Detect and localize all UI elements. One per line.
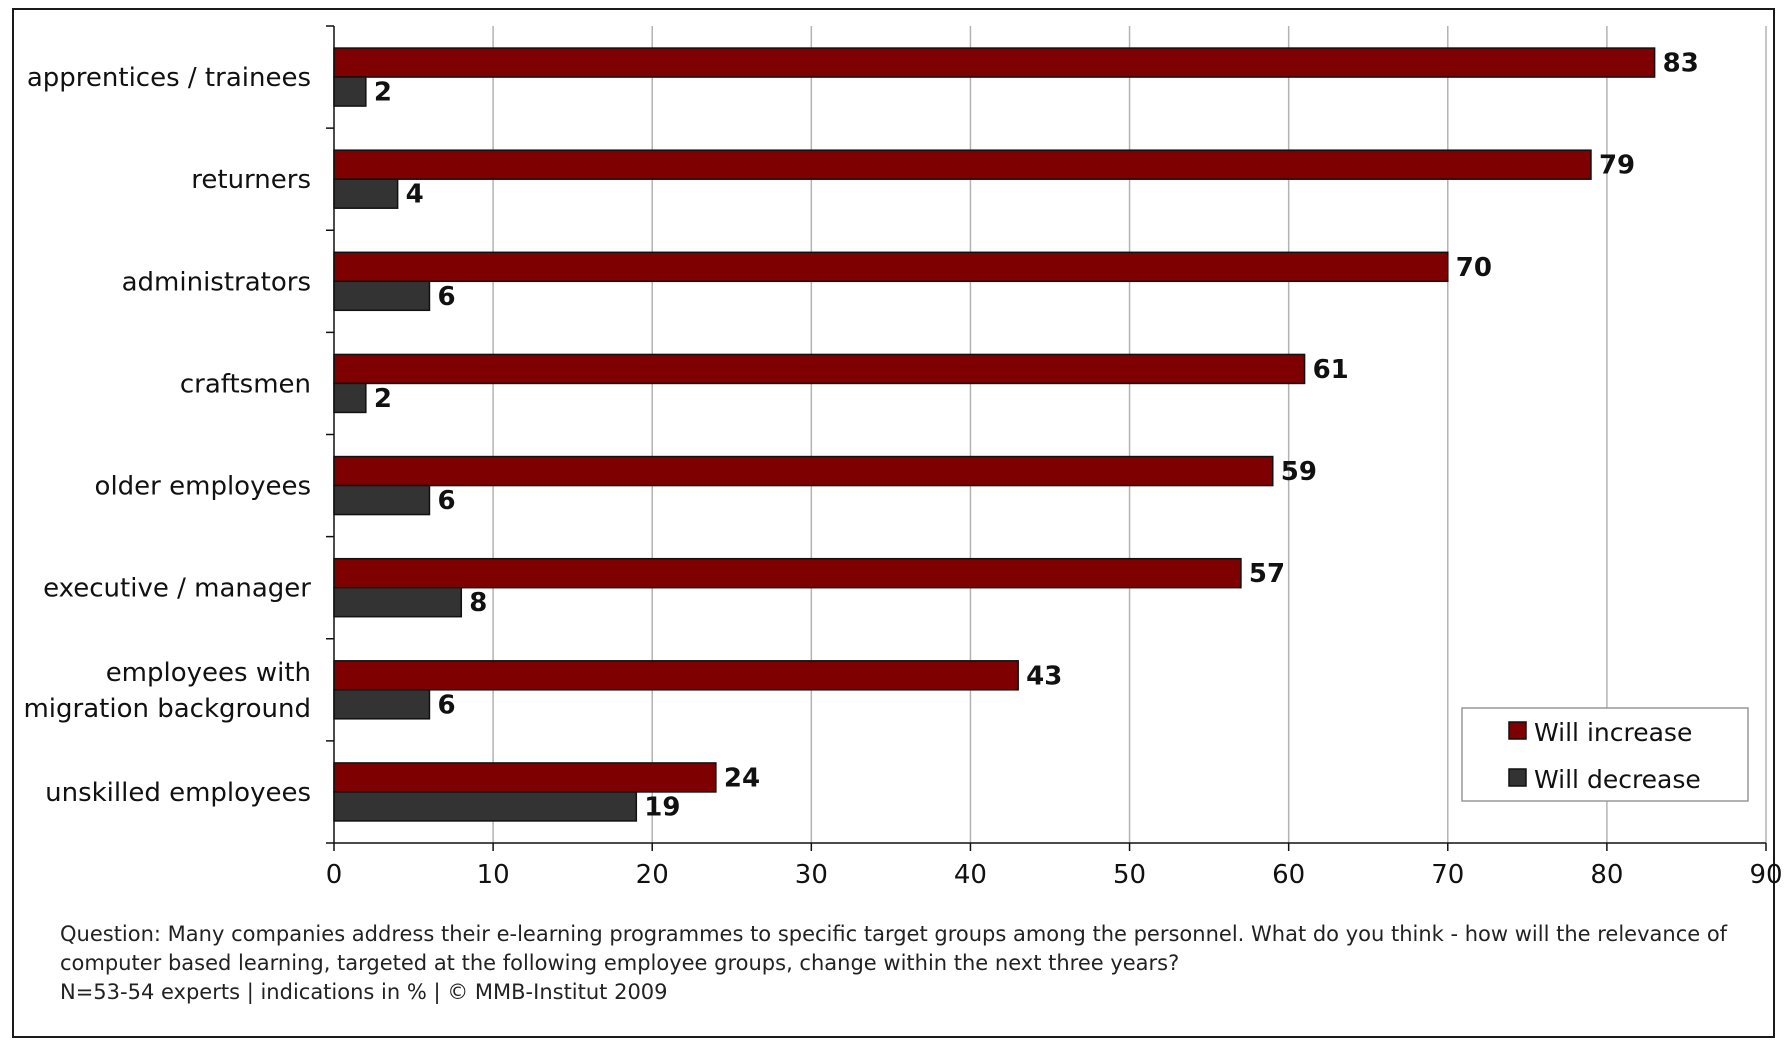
data-label: 6 [437, 690, 455, 720]
legend-swatch-decrease [1508, 768, 1527, 787]
caption-question-line-1: Question: Many companies address their e… [60, 922, 1728, 946]
bar-decrease [333, 689, 431, 720]
bar-decrease [333, 586, 463, 618]
data-label: 79 [1599, 151, 1635, 181]
bar-increase [333, 149, 1592, 180]
axes: 0 10 20 30 40 50 60 70 80 90 [326, 25, 1783, 890]
labels: 83 2 apprentices / trainees 79 4 returners 70 6… [23, 49, 1698, 823]
bars [333, 47, 1656, 822]
x-tick-label: 90 [1749, 860, 1782, 890]
x-tick-label: 60 [1272, 860, 1305, 890]
category-label: migration background [23, 694, 311, 724]
x-tick-label: 40 [954, 860, 987, 890]
caption-question-line-2: computer based learning, targeted at the… [60, 951, 1180, 975]
category-label: executive / manager [43, 574, 311, 604]
bar-decrease [333, 791, 638, 822]
bar-decrease [333, 382, 367, 414]
data-label: 8 [469, 588, 487, 618]
x-tick-label: 10 [477, 860, 510, 890]
category-label: administrators [122, 267, 311, 297]
category-label: unskilled employees [45, 778, 311, 808]
bar-increase [333, 353, 1306, 385]
category-label: employees with [106, 658, 311, 688]
x-tick-label: 50 [1113, 860, 1146, 890]
bar-increase [333, 557, 1242, 589]
category-label: craftsmen [180, 369, 311, 399]
x-tick-label: 70 [1431, 860, 1464, 890]
data-label: 59 [1281, 457, 1317, 487]
data-label: 24 [724, 763, 760, 793]
data-label: 6 [437, 486, 455, 516]
bar-increase [333, 251, 1449, 283]
data-label: 70 [1456, 253, 1492, 283]
bar-increase [333, 762, 717, 793]
legend: Will increase Will decrease [1461, 707, 1749, 802]
data-label: 2 [374, 384, 392, 414]
data-label: 19 [644, 792, 680, 822]
category-label: older employees [95, 472, 311, 502]
data-label: 2 [374, 78, 392, 108]
x-tick-label: 80 [1590, 860, 1623, 890]
legend-label-decrease: Will decrease [1534, 765, 1701, 794]
bar-decrease [333, 484, 431, 516]
x-tick-label: 30 [795, 860, 828, 890]
data-label: 83 [1663, 49, 1699, 79]
bar-increase [333, 660, 1019, 691]
category-label: returners [191, 165, 311, 195]
data-label: 4 [406, 180, 424, 210]
category-label: apprentices / trainees [27, 63, 311, 93]
x-tick-label: 20 [636, 860, 669, 890]
x-tick-label: 0 [326, 860, 343, 890]
bar-increase [333, 455, 1274, 487]
bar-decrease [333, 178, 399, 209]
caption-source-line: N=53-54 experts | indications in % | © M… [60, 980, 668, 1004]
bar-decrease [333, 280, 431, 312]
bar-increase [333, 47, 1656, 78]
bar-decrease [333, 76, 367, 107]
data-label: 6 [437, 282, 455, 312]
data-label: 57 [1249, 559, 1285, 589]
legend-swatch-increase [1508, 721, 1527, 740]
data-label: 43 [1026, 661, 1062, 691]
chart-frame [12, 8, 1775, 1038]
chart-caption: Question: Many companies address their e… [60, 920, 1740, 1007]
data-label: 61 [1313, 355, 1349, 385]
legend-label-increase: Will increase [1534, 718, 1692, 747]
